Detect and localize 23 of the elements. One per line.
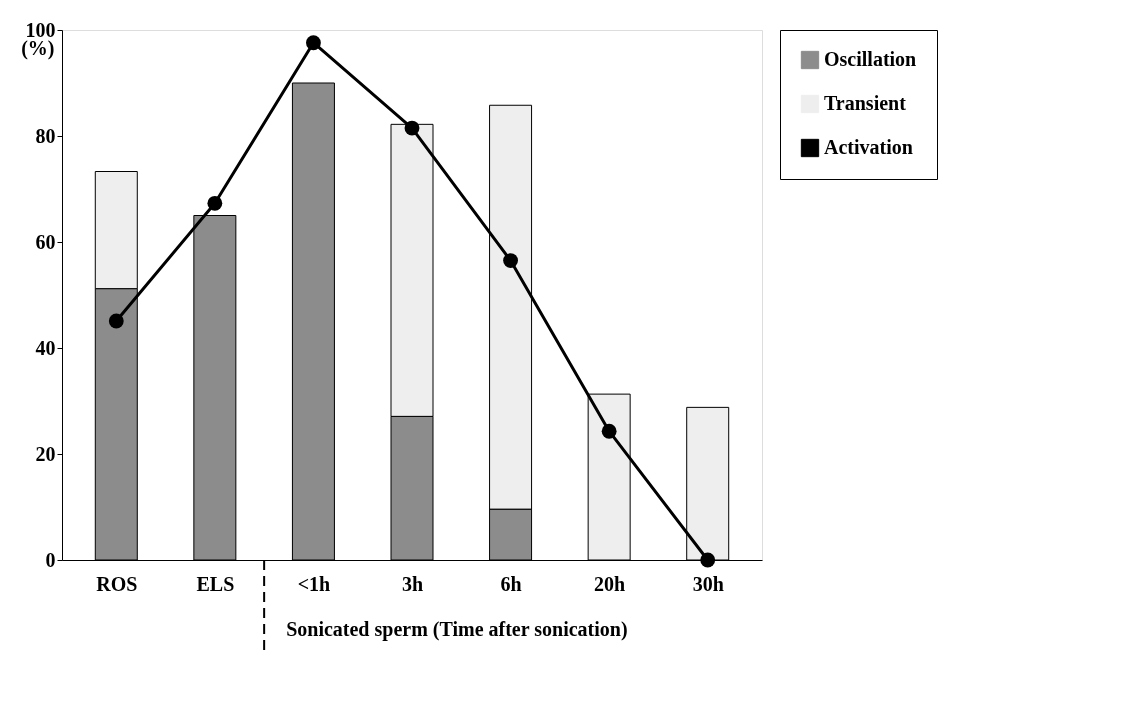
- legend-label: Oscillation: [824, 48, 917, 70]
- point: [404, 120, 420, 136]
- y-tick-label: 40: [35, 336, 56, 359]
- x-tick-label: ROS: [96, 572, 138, 595]
- x-tick-label: ELS: [196, 572, 235, 595]
- point: [306, 35, 321, 51]
- y-tick-label: 60: [35, 230, 56, 253]
- text: Sonicated sperm (Time after sonication): [286, 618, 628, 641]
- x-tick-label: 20h: [594, 572, 626, 595]
- y-tick-label: 80: [35, 124, 56, 147]
- point: [108, 313, 124, 329]
- x-tick-label: 3h: [401, 572, 424, 595]
- legend-label: Transient: [824, 92, 907, 114]
- x-tick-label: 6h: [500, 572, 522, 595]
- y-tick-label: 0: [45, 548, 56, 571]
- point: [207, 195, 223, 211]
- point: [700, 552, 716, 568]
- point: [503, 253, 518, 268]
- y-tick-label: 20: [35, 442, 56, 465]
- point: [601, 423, 617, 439]
- x-tick-label: <1h: [297, 572, 331, 595]
- legend-label: Activation: [824, 136, 913, 158]
- x-tick-label: 30h: [692, 572, 724, 595]
